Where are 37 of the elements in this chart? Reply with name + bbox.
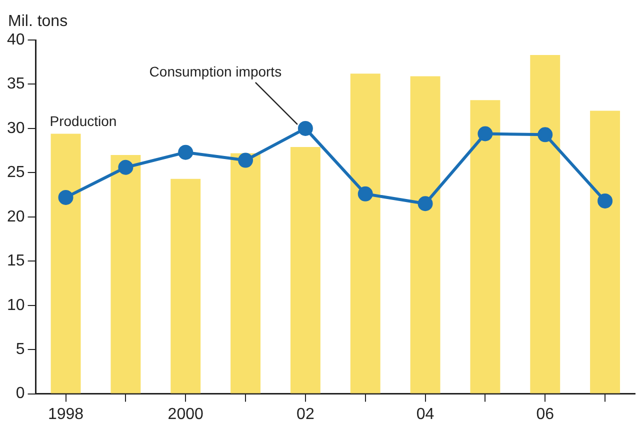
y-tick-label: 30 — [7, 120, 25, 137]
point — [58, 190, 74, 205]
y-tick-label: 35 — [7, 76, 25, 93]
y-tick-label: 25 — [7, 164, 25, 182]
x-tick-label: 1998 — [48, 406, 84, 423]
bar — [50, 134, 81, 394]
bar — [110, 154, 141, 394]
bar — [230, 153, 260, 394]
y-tick-label: 15 — [7, 252, 25, 270]
bar — [590, 110, 620, 394]
y-tick-label: 0 — [16, 385, 25, 402]
x-tick-label: 02 — [296, 406, 314, 423]
point — [598, 193, 613, 208]
x-tick-label: 04 — [416, 406, 434, 423]
bar — [350, 74, 380, 394]
bar — [170, 178, 201, 394]
bar — [470, 100, 500, 394]
y-tick-label: 20 — [7, 208, 25, 226]
y-tick-label: 40 — [7, 31, 25, 48]
point — [298, 120, 313, 136]
point — [238, 152, 254, 168]
point — [178, 144, 194, 160]
x-tick-label: 06 — [536, 406, 554, 423]
point — [478, 126, 493, 142]
point — [118, 160, 134, 175]
bar — [410, 76, 440, 394]
y-tick-label: 5 — [16, 340, 25, 358]
point — [358, 186, 373, 202]
point — [538, 127, 553, 142]
annotation: Production — [50, 112, 117, 129]
y-axis-title: Mil. tons — [8, 13, 68, 30]
bar — [530, 55, 560, 394]
annotation: Consumption imports — [149, 63, 282, 80]
point — [418, 196, 433, 212]
bar — [290, 147, 320, 394]
x-tick-label: 2000 — [168, 406, 204, 423]
y-tick-label: 10 — [7, 296, 25, 314]
